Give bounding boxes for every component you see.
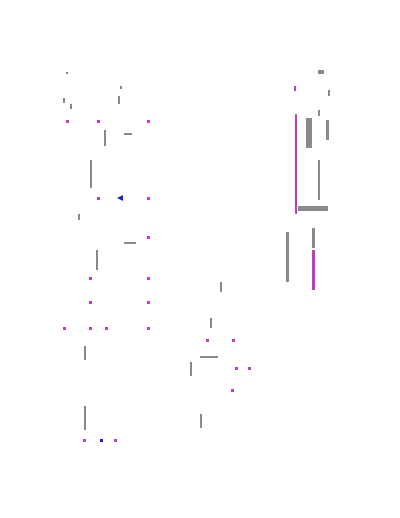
label-strip bbox=[312, 228, 315, 248]
middle-block bbox=[190, 282, 251, 428]
pin bbox=[84, 346, 86, 360]
pin bbox=[124, 242, 136, 244]
node bbox=[89, 327, 92, 330]
node bbox=[248, 367, 251, 370]
right-block bbox=[286, 70, 330, 290]
node bbox=[147, 327, 150, 330]
left-block bbox=[63, 72, 150, 442]
node bbox=[294, 86, 296, 91]
label-strip bbox=[318, 160, 320, 200]
node bbox=[147, 277, 150, 280]
node bbox=[114, 439, 117, 442]
node bbox=[89, 277, 92, 280]
pin bbox=[118, 96, 120, 104]
pin bbox=[328, 90, 330, 96]
pin bbox=[220, 282, 222, 292]
pin bbox=[210, 318, 212, 328]
node bbox=[105, 327, 108, 330]
node bbox=[147, 197, 150, 200]
node bbox=[89, 301, 92, 304]
label-strip bbox=[312, 250, 315, 290]
pin bbox=[318, 70, 324, 74]
pin bbox=[200, 356, 218, 358]
node bbox=[97, 120, 100, 123]
node bbox=[206, 339, 209, 342]
node bbox=[147, 301, 150, 304]
pin bbox=[96, 250, 98, 270]
pin bbox=[124, 133, 132, 135]
node bbox=[231, 389, 234, 392]
label-strip bbox=[298, 206, 328, 211]
node bbox=[147, 236, 150, 239]
pin bbox=[66, 72, 68, 74]
node bbox=[97, 197, 100, 200]
node bbox=[147, 120, 150, 123]
label-strip bbox=[306, 118, 312, 148]
node bbox=[63, 327, 66, 330]
node bbox=[83, 439, 86, 442]
arrow bbox=[117, 195, 123, 201]
node bbox=[100, 439, 103, 442]
pin bbox=[318, 110, 320, 116]
node bbox=[232, 339, 235, 342]
node bbox=[66, 120, 69, 123]
label-strip bbox=[295, 114, 297, 214]
label-strip bbox=[286, 232, 289, 282]
pin bbox=[70, 104, 72, 109]
pin bbox=[84, 406, 86, 430]
label-strip bbox=[326, 120, 329, 140]
pin bbox=[63, 98, 65, 103]
node bbox=[235, 367, 238, 370]
pin bbox=[200, 414, 202, 428]
pin bbox=[120, 86, 122, 89]
pin bbox=[104, 130, 106, 146]
pin bbox=[190, 362, 192, 376]
pin bbox=[90, 160, 92, 188]
pin bbox=[78, 214, 80, 220]
